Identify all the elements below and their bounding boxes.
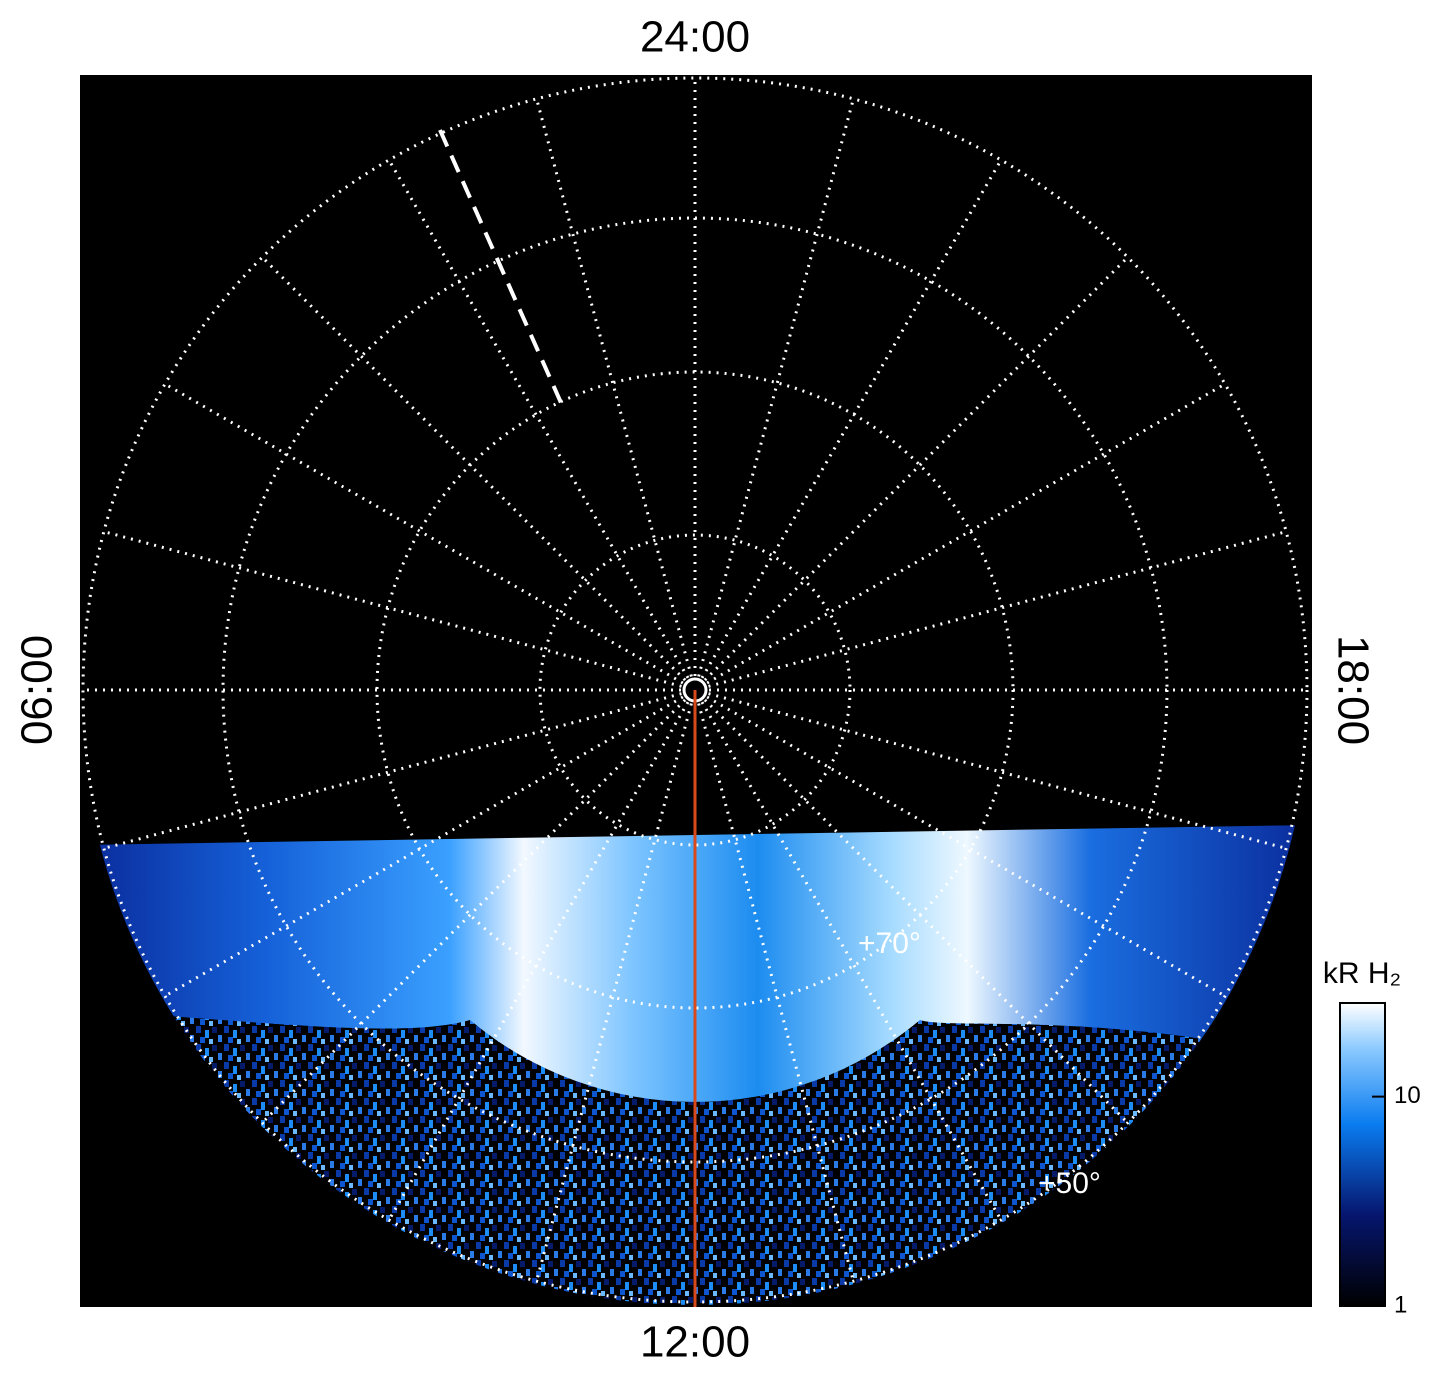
colorbar: [1339, 1002, 1386, 1307]
lt-label: 18:00: [1328, 635, 1377, 745]
colorbar-tick-label: 1: [1394, 1291, 1407, 1318]
lt-label: 24:00: [640, 13, 750, 62]
colorbar-title: kR H₂: [1323, 957, 1401, 990]
latitude-label: +70°: [858, 927, 921, 960]
lt-label: 06:00: [13, 635, 62, 745]
dashed-meridian: [438, 129, 564, 406]
colorbar-tick-label: 10: [1394, 1082, 1421, 1109]
latitude-label: +50°: [1038, 1167, 1101, 1200]
lt-label: 12:00: [640, 1318, 750, 1367]
